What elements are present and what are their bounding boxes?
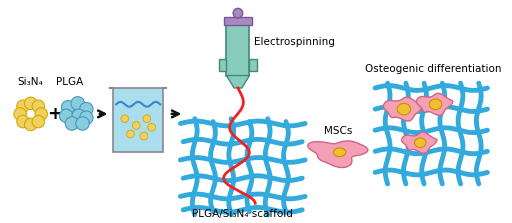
Ellipse shape [397, 103, 411, 115]
Circle shape [59, 109, 73, 122]
Polygon shape [224, 17, 252, 25]
Text: +: + [47, 105, 62, 123]
Text: Electrospinning: Electrospinning [254, 37, 335, 47]
Bar [219, 59, 226, 71]
Circle shape [143, 115, 151, 122]
Circle shape [126, 130, 134, 138]
Circle shape [121, 115, 129, 122]
Ellipse shape [430, 99, 442, 109]
Circle shape [17, 100, 29, 112]
Polygon shape [416, 93, 453, 115]
Circle shape [65, 117, 79, 130]
Circle shape [72, 109, 86, 122]
Ellipse shape [333, 148, 346, 157]
Circle shape [80, 111, 93, 124]
Circle shape [140, 132, 148, 140]
Circle shape [80, 102, 93, 116]
Ellipse shape [415, 138, 426, 147]
Circle shape [25, 118, 37, 131]
Circle shape [35, 108, 48, 120]
Text: MSCs: MSCs [324, 126, 352, 136]
Text: PLGA/Si₃N₄ scaffold: PLGA/Si₃N₄ scaffold [193, 209, 293, 219]
Circle shape [14, 108, 27, 120]
Circle shape [148, 124, 156, 131]
Polygon shape [401, 132, 437, 153]
Circle shape [61, 101, 75, 114]
Polygon shape [383, 97, 422, 121]
Polygon shape [308, 141, 368, 167]
Polygon shape [226, 76, 249, 88]
Text: PLGA: PLGA [56, 77, 83, 87]
Polygon shape [226, 25, 249, 76]
Polygon shape [113, 88, 163, 152]
Bar [249, 59, 257, 71]
Circle shape [76, 117, 89, 130]
Circle shape [233, 8, 243, 18]
Circle shape [17, 115, 29, 128]
Circle shape [133, 122, 140, 129]
Circle shape [32, 115, 45, 128]
Circle shape [32, 100, 45, 112]
Circle shape [71, 97, 84, 110]
Text: Si₃N₄: Si₃N₄ [17, 77, 43, 87]
Text: Osteogenic differentiation: Osteogenic differentiation [366, 64, 502, 74]
Circle shape [25, 97, 37, 109]
